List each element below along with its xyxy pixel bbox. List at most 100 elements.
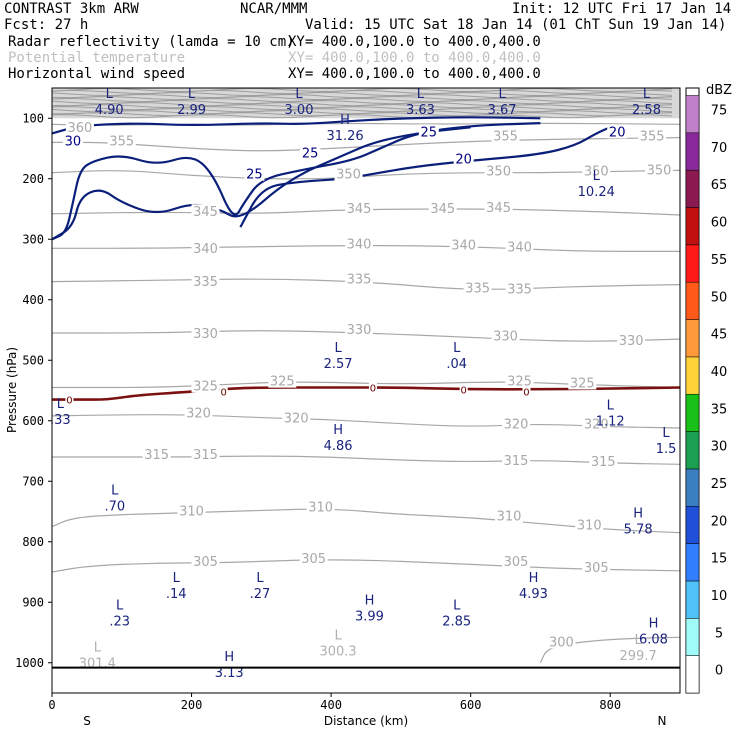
wind-contour [239,126,611,228]
theta-contour [51,208,681,216]
colorbar-level: 0 [715,664,723,679]
theta-label-bg [191,446,220,461]
theta-label-bg [491,328,520,343]
y-tick-label: 700 [22,474,44,488]
y-tick-label: 900 [22,595,44,609]
low-marker: L [256,571,264,586]
extremum-value: 3.13 [215,666,244,681]
colorbar-level: 45 [711,328,728,343]
theta-label-bg [306,499,335,514]
theta-label: 335 [347,272,372,287]
colorbar-swatch [685,580,700,619]
low-marker: L [94,641,102,656]
valid-time: Valid: 15 UTC Sat 18 Jan 14 (01 ChT Sun … [305,17,726,33]
extremum-value: 1.12 [596,415,625,430]
freezing-level-line [52,386,681,401]
freezing-label: 0 [220,388,226,399]
extremum-value: 2.58 [632,103,661,118]
colorbar-level: 75 [711,104,728,119]
theta-label-bg [505,373,534,388]
extremum-value: .33 [50,413,71,428]
x-tick-label: 0 [48,698,55,712]
y-tick-label: 600 [22,414,44,428]
y-tick-label: 300 [22,232,44,246]
wind-label: 20 [455,153,472,168]
colorbar-level: 20 [711,514,728,529]
theta-label-bg [191,273,220,288]
high-marker: H [529,571,539,586]
theta-label: 340 [193,242,218,257]
extremum-value: 2.99 [177,103,206,118]
theta-label-bg [282,410,311,425]
theta-label-bg [502,452,531,467]
extremum-value: 301.4 [79,657,116,672]
theta-label: 320 [504,418,529,433]
colorbar-swatch [685,319,700,358]
theta-label-bg [645,162,674,177]
theta-label-bg [268,373,297,388]
wind-label: 25 [421,125,438,140]
theta-label-bg [191,378,220,393]
field-name: Potential temperature [8,50,185,66]
upper-band-contour [51,97,673,103]
theta-label-bg [547,634,576,649]
theta-label: 325 [193,379,218,394]
freezing-label-bg [219,386,228,397]
y-tick-label: 200 [22,172,44,186]
theta-label-bg [334,166,363,181]
high-marker: H [649,616,659,631]
freezing-label: 0 [370,383,376,394]
theta-label: 310 [308,500,333,515]
low-marker: L [334,629,342,644]
y-tick-label: 100 [22,111,44,125]
field-xy: XY= 400.0,100.0 to 400.0,400.0 [288,34,541,50]
extremum-value: 31.26 [326,129,363,144]
colorbar-swatch [685,543,700,582]
high-marker: H [224,650,234,665]
theta-label-bg [107,133,136,148]
theta-label: 325 [570,376,595,391]
upper-band-contour [51,89,673,95]
theta-label: 340 [347,237,372,252]
extremum-value: .27 [250,587,271,602]
theta-label-bg [502,416,531,431]
colorbar-level: 35 [711,402,728,417]
theta-label-bg [582,163,611,178]
theta-label: 305 [584,561,609,576]
theta-label-bg [184,405,213,420]
colorbar-unit: dBZ [706,83,732,98]
y-tick-label: 400 [22,293,44,307]
forecast-hour: Fcst: 27 h [4,17,88,33]
colorbar-level: 10 [711,589,728,604]
theta-label: 300 [549,635,574,650]
extremum-value: 6.08 [639,632,668,647]
extremum-value: 5.78 [624,522,653,537]
theta-label: 330 [347,323,372,338]
x-tick-label: 200 [181,698,203,712]
theta-label: 360 [67,121,92,136]
theta-label: 345 [347,202,372,217]
theta-label-bg [568,375,597,390]
theta-label: 335 [465,281,490,296]
theta-label-bg [299,550,328,565]
theta-label-bg [491,128,520,143]
low-marker: L [417,87,425,102]
freezing-label-bg [459,384,468,395]
theta-label-bg [484,200,513,214]
theta-label: 345 [193,205,218,220]
theta-label: 355 [109,134,134,149]
colorbar-level: 55 [711,253,728,268]
theta-label-bg [65,120,94,135]
colorbar-level: 40 [711,365,728,380]
theta-label-bg [345,322,374,337]
theta-label-bg [449,237,478,252]
theta-label-bg [575,517,604,532]
wind-label: 30 [65,134,82,149]
upper-theta-band [51,87,680,119]
extremum-value: .14 [166,587,187,602]
colorbar-swatch [685,244,700,283]
upper-band-contour [51,114,673,119]
low-marker: L [662,426,670,441]
theta-label: 310 [179,505,204,520]
field-xy: XY= 400.0,100.0 to 400.0,400.0 [288,66,541,82]
